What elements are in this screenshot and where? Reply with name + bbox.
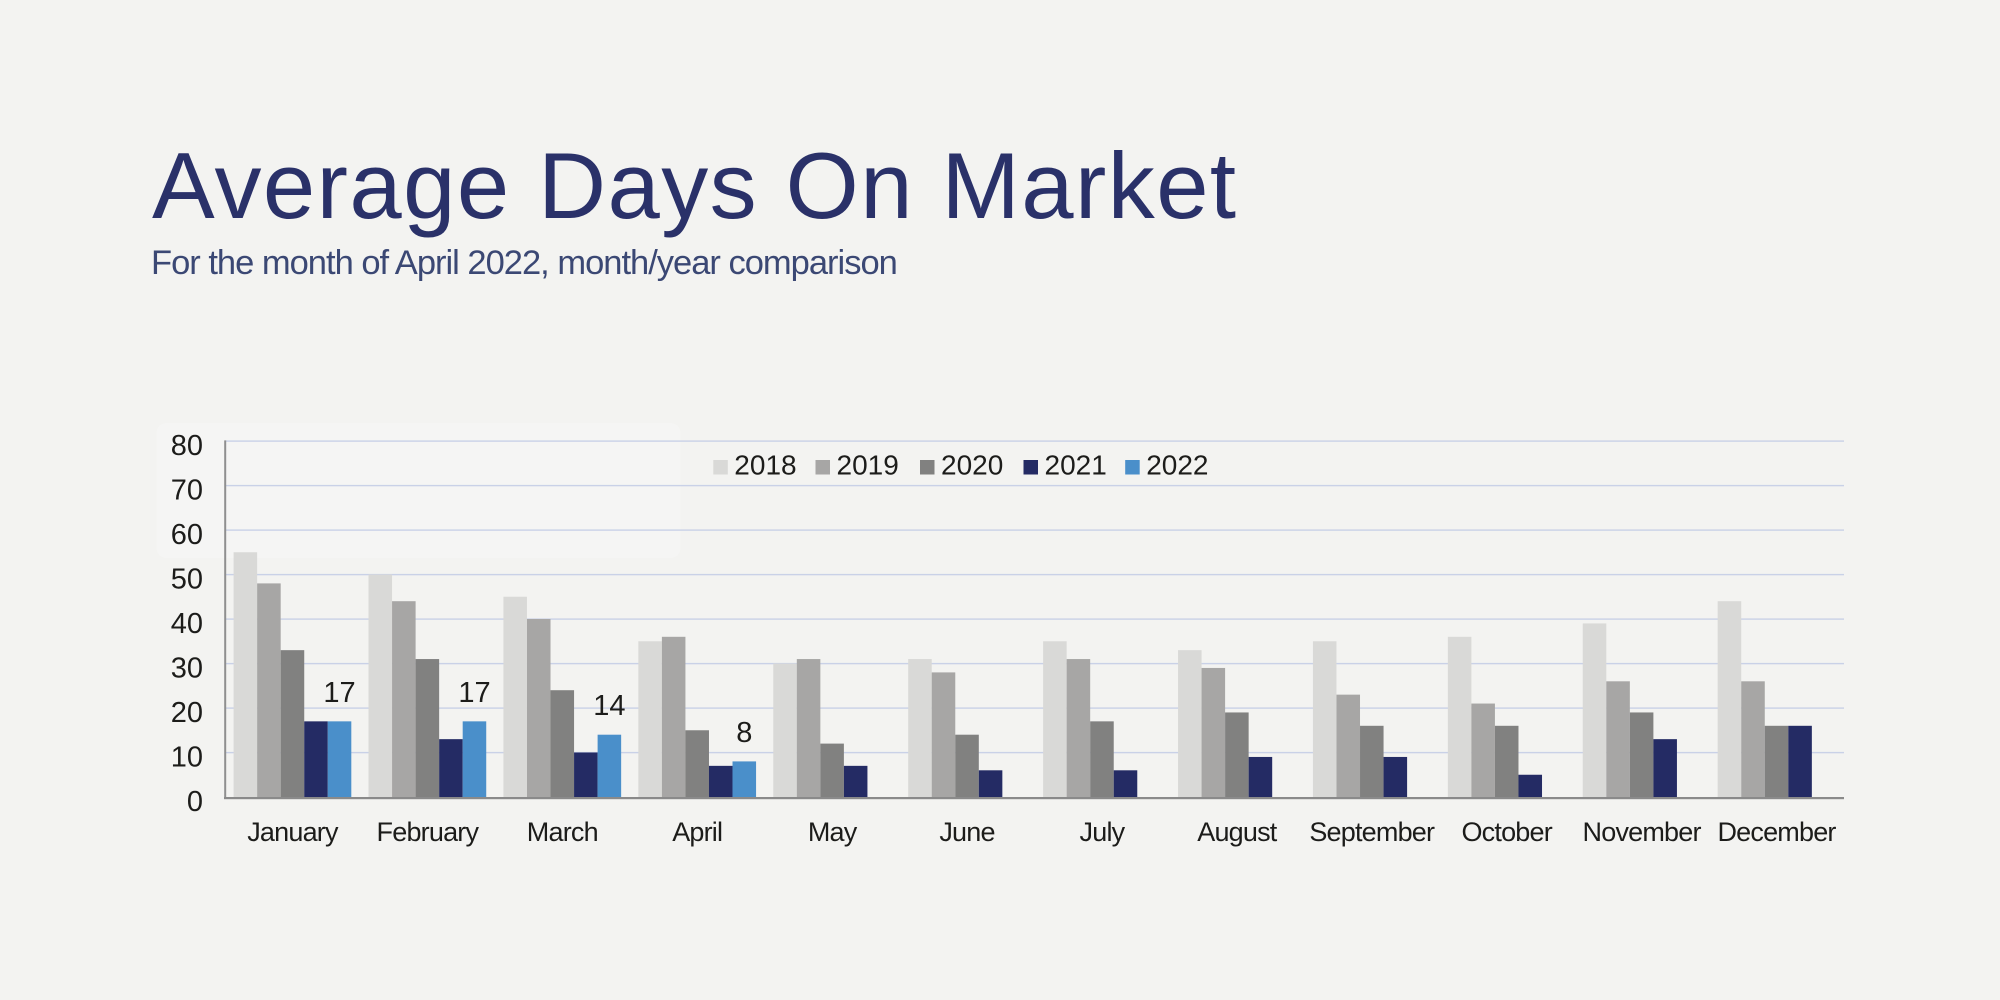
svg-text:17: 17 — [323, 677, 355, 709]
svg-text:10: 10 — [171, 742, 203, 774]
svg-text:60: 60 — [171, 519, 203, 551]
svg-text:80: 80 — [171, 430, 203, 462]
svg-text:2018: 2018 — [734, 450, 796, 481]
svg-text:2020: 2020 — [941, 450, 1003, 481]
svg-text:0: 0 — [187, 786, 203, 818]
svg-text:20: 20 — [171, 697, 203, 729]
svg-text:14: 14 — [593, 690, 625, 722]
svg-text:December: December — [1717, 817, 1836, 847]
svg-text:March: March — [527, 817, 598, 847]
svg-text:April: April — [672, 817, 722, 847]
svg-text:50: 50 — [171, 564, 203, 596]
svg-text:September: September — [1309, 817, 1435, 847]
svg-text:2022: 2022 — [1146, 450, 1208, 481]
svg-text:2019: 2019 — [837, 450, 899, 481]
svg-text:2021: 2021 — [1045, 450, 1107, 481]
svg-text:17: 17 — [458, 677, 490, 709]
svg-text:June: June — [939, 817, 994, 847]
svg-text:November: November — [1583, 817, 1702, 847]
svg-text:40: 40 — [171, 608, 203, 640]
svg-text:May: May — [808, 817, 858, 847]
svg-text:August: August — [1197, 817, 1278, 847]
svg-text:70: 70 — [171, 475, 203, 507]
svg-text:January: January — [247, 817, 339, 847]
svg-text:February: February — [377, 817, 480, 847]
svg-text:October: October — [1461, 817, 1552, 847]
svg-text:8: 8 — [736, 717, 752, 749]
svg-text:30: 30 — [171, 653, 203, 685]
svg-text:July: July — [1080, 817, 1126, 847]
